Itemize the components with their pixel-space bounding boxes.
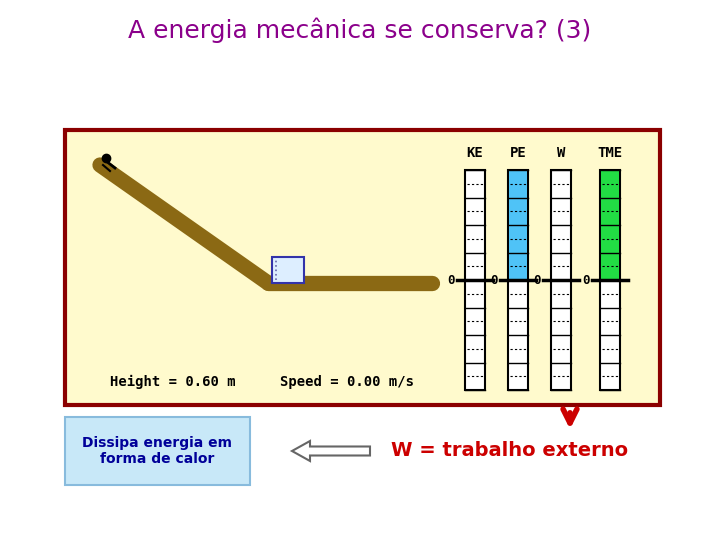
- Text: W = trabalho externo: W = trabalho externo: [392, 442, 629, 461]
- Text: 0: 0: [490, 273, 498, 287]
- Text: 0: 0: [448, 273, 455, 287]
- Bar: [551, 170, 571, 390]
- Bar: [508, 170, 528, 390]
- Text: 0: 0: [582, 273, 590, 287]
- Text: Height = 0.60 m: Height = 0.60 m: [110, 375, 235, 389]
- Bar: [601, 170, 619, 280]
- Bar: [65, 417, 250, 485]
- Bar: [65, 130, 660, 405]
- Text: KE: KE: [467, 146, 483, 160]
- Bar: [465, 170, 485, 390]
- Text: 0: 0: [534, 273, 541, 287]
- Polygon shape: [292, 441, 370, 461]
- Bar: [600, 170, 620, 390]
- Bar: [509, 170, 527, 280]
- Bar: [272, 257, 304, 283]
- Text: PE: PE: [510, 146, 526, 160]
- Text: W: W: [557, 146, 565, 160]
- Text: Speed = 0.00 m/s: Speed = 0.00 m/s: [280, 375, 414, 389]
- Text: Dissipa energia em
forma de calor: Dissipa energia em forma de calor: [83, 436, 233, 466]
- Text: TME: TME: [598, 146, 623, 160]
- Text: A energia mecânica se conserva? (3): A energia mecânica se conserva? (3): [128, 17, 592, 43]
